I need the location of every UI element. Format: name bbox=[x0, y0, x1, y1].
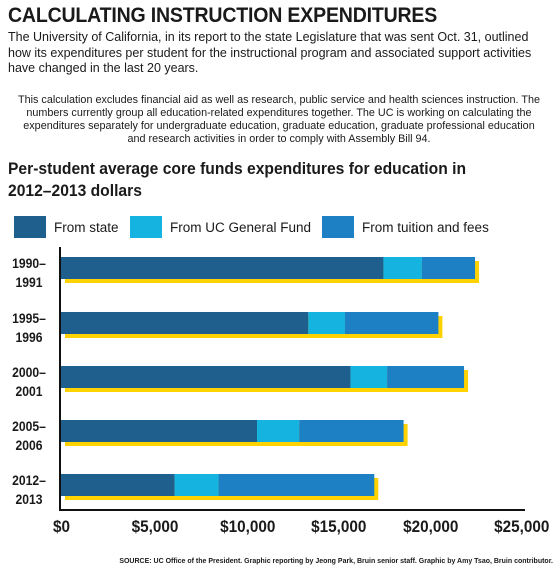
category-label-1995-1996: 1995– 1996 bbox=[12, 311, 46, 345]
bar-segment-from-uc-general-fund-1995-1996 bbox=[308, 312, 345, 334]
category-label-1990-1991: 1990– 1991 bbox=[12, 256, 46, 290]
legend-item-from-state: From state bbox=[14, 216, 119, 238]
bar-segment-from-uc-general-fund-1990-1991 bbox=[383, 257, 422, 279]
chart-title: Per-student average core funds expenditu… bbox=[8, 159, 467, 200]
bar-segment-from-tuition-and-fees-2005-2006 bbox=[299, 420, 404, 442]
x-tick-label-5000: $5,000 bbox=[131, 517, 179, 536]
legend-label-tuition-and-fees: From tuition and fees bbox=[362, 219, 489, 235]
bar-segment-from-state-1990-1991 bbox=[61, 257, 384, 279]
legend-item-uc-general-fund: From UC General Fund bbox=[130, 216, 311, 238]
legend-swatch-from-state bbox=[14, 216, 46, 238]
bar-segment-from-uc-general-fund-2012-2013 bbox=[174, 474, 219, 496]
bar-segment-from-state-2012-2013 bbox=[61, 474, 175, 496]
x-tick-label-15000: $15,000 bbox=[311, 517, 367, 536]
category-label-2012-2013: 2012– 2013 bbox=[12, 473, 46, 507]
source-credit: SOURCE: UC Office of the President. Grap… bbox=[119, 558, 553, 565]
legend-label-from-state: From state bbox=[54, 219, 119, 235]
bar-segment-from-tuition-and-fees-2012-2013 bbox=[218, 474, 375, 496]
x-tick-label-25000: $25,000 bbox=[494, 517, 550, 536]
legend-swatch-uc-general-fund bbox=[130, 216, 162, 238]
x-tick-label-0: $0 bbox=[53, 517, 71, 536]
bar-segment-from-state-2005-2006 bbox=[61, 420, 258, 442]
headline: CALCULATING INSTRUCTION EXPENDITURES bbox=[8, 4, 438, 27]
bar-segment-from-uc-general-fund-2005-2006 bbox=[257, 420, 300, 442]
legend-label-uc-general-fund: From UC General Fund bbox=[170, 219, 312, 235]
bar-segment-from-tuition-and-fees-1995-1996 bbox=[344, 312, 439, 334]
bar-segment-from-state-2000-2001 bbox=[61, 366, 351, 388]
legend-item-tuition-and-fees: From tuition and fees bbox=[322, 216, 489, 238]
bar-segment-from-tuition-and-fees-1990-1991 bbox=[421, 257, 476, 279]
bar-segment-from-uc-general-fund-2000-2001 bbox=[350, 366, 388, 388]
x-tick-label-10000: $10,000 bbox=[219, 517, 275, 536]
intro-text: The University of California, in its rep… bbox=[8, 30, 532, 75]
methodology-note: This calculation excludes financial aid … bbox=[18, 94, 540, 145]
bar-segment-from-state-1995-1996 bbox=[61, 312, 309, 334]
legend-swatch-tuition-and-fees bbox=[322, 216, 354, 238]
category-label-2000-2001: 2000– 2001 bbox=[12, 365, 46, 399]
x-tick-label-20000: $20,000 bbox=[402, 517, 459, 536]
bar-segment-from-tuition-and-fees-2000-2001 bbox=[387, 366, 465, 388]
category-label-2005-2006: 2005– 2006 bbox=[12, 419, 46, 453]
